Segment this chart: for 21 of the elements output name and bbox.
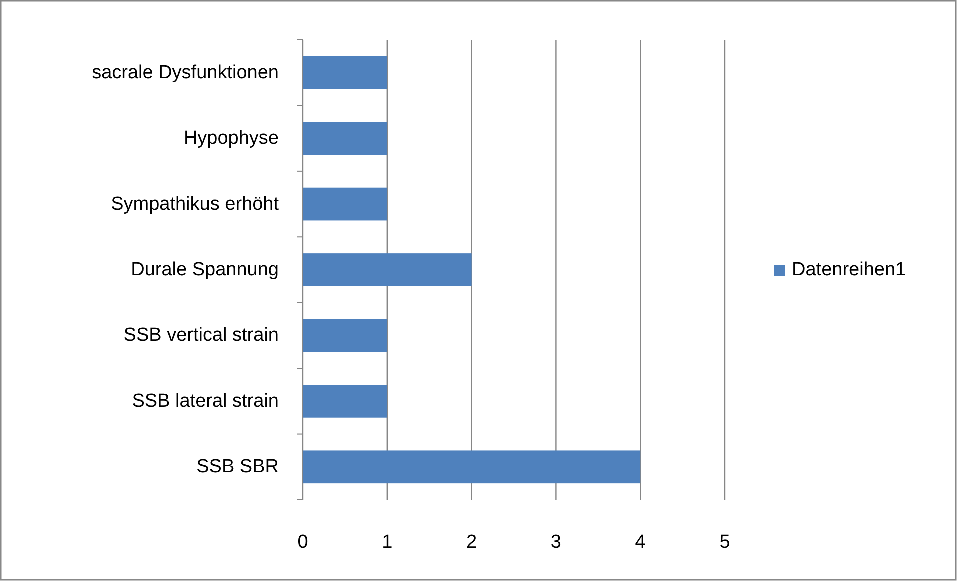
x-tick-label: 2 xyxy=(466,532,478,553)
bar xyxy=(303,319,388,352)
y-tick-label: Hypophyse xyxy=(184,128,279,150)
y-tick-label: sacrale Dysfunktionen xyxy=(92,62,279,84)
bar xyxy=(303,188,388,221)
x-tick-label: 4 xyxy=(635,532,646,553)
y-tick-label: SSB lateral strain xyxy=(132,390,279,412)
legend-label: Datenreihen1 xyxy=(792,260,906,280)
x-tick-label: 5 xyxy=(720,532,730,553)
y-tick-label: SSB vertical strain xyxy=(124,325,279,346)
bar xyxy=(303,385,388,418)
bar xyxy=(303,56,388,90)
x-tick-label: 1 xyxy=(382,532,393,553)
bar xyxy=(303,122,388,155)
x-tick-label: 3 xyxy=(550,532,562,553)
y-tick-label: Durale Spannung xyxy=(131,260,279,280)
bar xyxy=(303,450,641,484)
y-tick-label: SSB SBR xyxy=(196,456,279,478)
x-tick-label: 0 xyxy=(298,532,308,553)
y-tick-label: Sympathikus erhöht xyxy=(111,194,280,215)
bar xyxy=(303,254,472,286)
